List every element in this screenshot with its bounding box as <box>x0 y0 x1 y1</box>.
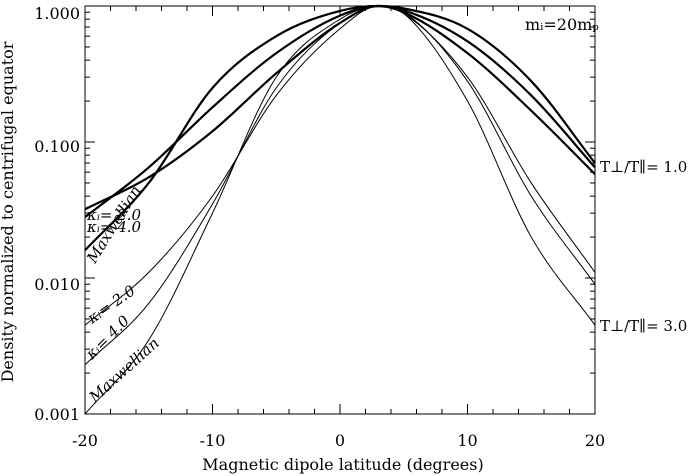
x-axis-title: Magnetic dipole latitude (degrees) <box>202 455 483 474</box>
x-tick-label: -20 <box>72 431 98 450</box>
series-line-4 <box>84 5 596 326</box>
side-label-upper: T⊥/T∥= 1.0 <box>600 158 687 176</box>
x-tick-label: 20 <box>585 431 605 450</box>
annotation-upper-kappa2: κᵢ= 2.0 <box>86 206 142 224</box>
series-line-5 <box>84 5 596 366</box>
y-tick-label: 1.000 <box>34 4 80 23</box>
mass-label: mᵢ=20mₚ <box>525 15 599 34</box>
curves-layer <box>84 4 596 415</box>
y-axis-title: Density normalized to centrifugal equato… <box>0 41 17 382</box>
y-tick-label: 0.100 <box>34 137 80 156</box>
annotation-upper-kappa4: κᵢ= 4.0 <box>86 218 142 236</box>
y-tick-label: 0.001 <box>34 405 80 424</box>
series-line-3 <box>84 4 596 251</box>
x-tick-label: 0 <box>335 431 345 450</box>
x-tick-label: -10 <box>200 431 226 450</box>
side-label-lower: T⊥/T∥= 3.0 <box>600 317 687 335</box>
y-tick-label: 0.010 <box>34 275 80 294</box>
x-tick-label: 10 <box>457 431 477 450</box>
series-line-6 <box>84 5 596 415</box>
series-line-2 <box>84 4 596 219</box>
series-line-1 <box>84 4 596 211</box>
ticks-layer <box>84 5 596 415</box>
